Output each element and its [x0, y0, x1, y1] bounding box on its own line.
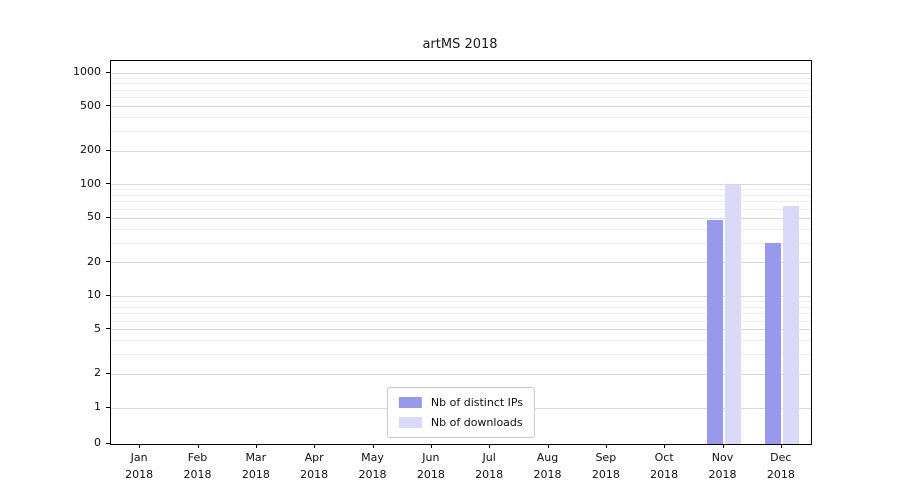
y-tick-mark — [106, 216, 110, 218]
x-tick-label-sep: Sep 2018 — [591, 451, 620, 481]
gridline-50 — [111, 217, 811, 219]
gridline-70 — [111, 201, 811, 203]
y-tick-mark — [106, 261, 110, 263]
gridline-900 — [111, 77, 811, 79]
x-tick-mark — [255, 444, 257, 448]
y-tick-mark — [106, 105, 110, 107]
plot-area: Nb of distinct IPs Nb of downloads — [110, 60, 812, 445]
gridline-600 — [111, 97, 811, 99]
x-tick-label-apr: Apr 2018 — [300, 451, 329, 481]
gridline-300 — [111, 130, 811, 132]
x-tick-mark — [197, 444, 199, 448]
y-tick-mark — [106, 71, 110, 73]
gridline-700 — [111, 89, 811, 91]
gridline-800 — [111, 83, 811, 85]
x-tick-label-feb: Feb 2018 — [183, 451, 212, 481]
x-tick-mark — [722, 444, 724, 448]
y-tick-label-20: 20 — [87, 254, 101, 268]
legend-swatch-distinct-ips — [398, 397, 422, 408]
x-tick-label-mar: Mar 2018 — [241, 451, 270, 481]
x-tick-label-may: May 2018 — [358, 451, 387, 481]
x-tick-mark — [314, 444, 316, 448]
x-tick-mark — [605, 444, 607, 448]
legend-label-downloads: Nb of downloads — [430, 416, 523, 429]
x-tick-mark — [372, 444, 374, 448]
x-tick-label-jul: Jul 2018 — [475, 451, 504, 481]
x-tick-label-dec: Dec 2018 — [766, 451, 795, 481]
legend-item-downloads: Nb of downloads — [398, 416, 523, 429]
bar-nov-downloads — [724, 184, 741, 444]
y-tick-mark — [106, 294, 110, 296]
y-tick-label-50: 50 — [87, 210, 101, 224]
y-tick-mark — [106, 149, 110, 151]
y-tick-mark — [106, 442, 110, 444]
bar-dec-distinct-ips — [764, 243, 781, 444]
y-tick-label-100: 100 — [80, 176, 101, 190]
y-tick-label-1000: 1000 — [73, 65, 101, 78]
gridline-60 — [111, 208, 811, 210]
y-tick-label-5: 5 — [94, 321, 101, 335]
legend: Nb of distinct IPs Nb of downloads — [386, 387, 536, 438]
x-tick-mark — [780, 444, 782, 448]
y-tick-label-2: 2 — [94, 366, 101, 380]
gridline-500 — [111, 106, 811, 108]
x-tick-mark — [430, 444, 432, 448]
x-tick-label-jun: Jun 2018 — [416, 451, 445, 481]
bar-nov-distinct-ips — [706, 220, 723, 444]
y-tick-label-500: 500 — [80, 98, 101, 112]
x-tick-mark — [547, 444, 549, 448]
x-tick-label-oct: Oct 2018 — [650, 451, 679, 481]
gridline-80 — [111, 194, 811, 196]
x-tick-label-jan: Jan 2018 — [125, 451, 154, 481]
gridline-90 — [111, 189, 811, 191]
x-tick-label-aug: Aug 2018 — [533, 451, 562, 481]
legend-item-distinct-ips: Nb of distinct IPs — [398, 396, 524, 409]
y-tick-mark — [106, 183, 110, 185]
y-tick-label-200: 200 — [80, 143, 101, 157]
legend-label-distinct-ips: Nb of distinct IPs — [430, 396, 524, 409]
y-tick-mark — [106, 406, 110, 408]
y-tick-mark — [106, 328, 110, 330]
bar-dec-downloads — [782, 205, 799, 444]
chart-title: artMS 2018 — [422, 37, 498, 52]
x-tick-mark — [489, 444, 491, 448]
y-tick-label-10: 10 — [87, 288, 101, 302]
gridline-200 — [111, 150, 811, 152]
x-tick-mark — [139, 444, 141, 448]
gridline-400 — [111, 116, 811, 118]
x-tick-label-nov: Nov 2018 — [708, 451, 737, 481]
y-tick-label-1: 1 — [94, 400, 101, 413]
legend-swatch-downloads — [398, 417, 422, 428]
gridline-1000 — [111, 72, 811, 74]
y-tick-mark — [106, 372, 110, 374]
x-tick-mark — [664, 444, 666, 448]
gridline-100 — [111, 184, 811, 186]
y-tick-label-0: 0 — [94, 436, 101, 449]
